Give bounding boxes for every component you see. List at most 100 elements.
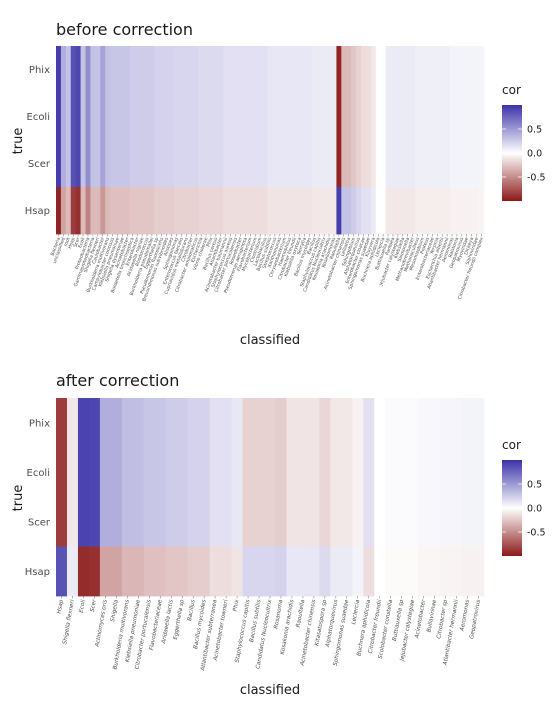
heatmap-cell: [396, 447, 408, 498]
heatmap-cell: [341, 187, 347, 235]
heatmap-cell: [424, 93, 431, 141]
heatmap-cell: [439, 187, 446, 235]
heatmap-cell: [80, 140, 86, 188]
heatmap-cell: [70, 187, 77, 235]
heatmap-cell: [65, 46, 72, 94]
heatmap-cell: [277, 187, 283, 235]
heatmap-cell: [375, 93, 382, 141]
heatmap-cell: [363, 497, 375, 547]
heatmap-cell: [119, 187, 126, 235]
heatmap-cell: [99, 546, 112, 597]
heatmap-cell: [277, 93, 283, 141]
heatmap-cell: [223, 187, 229, 235]
heatmap-cell: [306, 140, 313, 188]
heatmap-cell: [454, 187, 460, 235]
heatmap-cell: [306, 46, 313, 94]
heatmap-cell: [247, 46, 254, 94]
heatmap-cell: [351, 187, 357, 235]
heatmap-cell: [444, 93, 450, 141]
heatmap-cell: [203, 46, 209, 94]
heatmap-cell: [159, 140, 165, 188]
heatmap-cell: [286, 497, 298, 547]
heatmap-cell: [213, 46, 219, 94]
heatmap-cell: [198, 546, 211, 597]
heatmap-cell: [395, 93, 401, 141]
heatmap-cell: [209, 546, 222, 597]
heatmap-cell: [242, 398, 254, 448]
heatmap-cell: [66, 546, 79, 597]
x-axis-label: classified: [240, 683, 300, 698]
heatmap-cell: [100, 187, 106, 235]
legend: cor 0.5 0.0 -0.5: [502, 83, 546, 201]
legend-tick-label: -0.5: [527, 528, 546, 539]
heatmap-cell: [119, 140, 126, 188]
heatmap-cell: [449, 140, 455, 188]
heatmap-cell: [119, 46, 126, 94]
heatmap-cell: [209, 398, 222, 448]
heatmap-cell: [326, 187, 332, 235]
heatmap-cell: [405, 93, 411, 141]
heatmap-cell: [375, 46, 382, 94]
heatmap-cell: [374, 398, 386, 448]
heatmap-cell: [154, 93, 160, 141]
heatmap-cell: [429, 46, 436, 94]
heatmap-cell: [330, 398, 342, 448]
heatmap-cell: [233, 140, 239, 188]
heatmap-cell: [469, 140, 475, 188]
heatmap-cell: [169, 187, 175, 235]
heatmap-cell: [247, 187, 254, 235]
heatmap-cell: [129, 93, 136, 141]
heatmap-cell: [60, 187, 67, 235]
heatmap-cell: [165, 398, 178, 448]
heatmap-cell: [220, 398, 232, 448]
heatmap-cell: [474, 46, 480, 94]
heatmap-cell: [365, 140, 372, 188]
heatmap-cell: [169, 46, 175, 94]
heatmap-cell: [410, 140, 416, 188]
heatmap-cell: [80, 93, 86, 141]
column-label: Aeromonas: [459, 599, 471, 632]
heatmap-cell: [129, 46, 136, 94]
heatmap-cell: [287, 140, 293, 188]
heatmap-cell: [311, 46, 318, 94]
heatmap-cell: [218, 46, 224, 94]
heatmap-cell: [174, 187, 180, 235]
heatmap-cell: [56, 46, 62, 94]
heatmap-cell: [385, 497, 397, 547]
heatmap-cell: [119, 93, 126, 141]
heatmap-cell: [407, 497, 419, 547]
heatmap-cell: [356, 93, 362, 141]
heatmap-cell: [242, 187, 249, 235]
heatmap-cell: [252, 93, 259, 141]
heatmap-cell: [247, 140, 254, 188]
heatmap-cell: [198, 46, 204, 94]
heatmap-cell: [257, 46, 264, 94]
heatmap-cell: [287, 93, 293, 141]
heatmap-cell: [451, 546, 463, 597]
heatmap-cell: [139, 187, 145, 235]
heatmap-cell: [60, 93, 67, 141]
heatmap-cell: [361, 140, 367, 188]
heatmap-cell: [267, 140, 273, 188]
heatmap-cell: [220, 497, 232, 547]
heatmap-cell: [479, 187, 485, 235]
heatmap-cell: [60, 46, 67, 94]
heatmap-cell: [264, 497, 276, 547]
heatmap-cell: [193, 93, 200, 141]
heatmap-cell: [444, 187, 450, 235]
heatmap-cell: [301, 187, 308, 235]
heatmap-cell: [124, 46, 131, 94]
heatmap-cell: [169, 93, 175, 141]
heatmap-cell: [267, 46, 273, 94]
heatmap-cell: [178, 140, 185, 188]
heatmap-cell: [292, 93, 298, 141]
heatmap-cell: [99, 447, 112, 498]
heatmap-cell: [233, 187, 239, 235]
heatmap-cell: [233, 93, 239, 141]
heatmap-cell: [474, 187, 480, 235]
heatmap-cell: [143, 546, 156, 597]
heatmap-cell: [242, 546, 254, 597]
heatmap-cell: [473, 546, 485, 597]
